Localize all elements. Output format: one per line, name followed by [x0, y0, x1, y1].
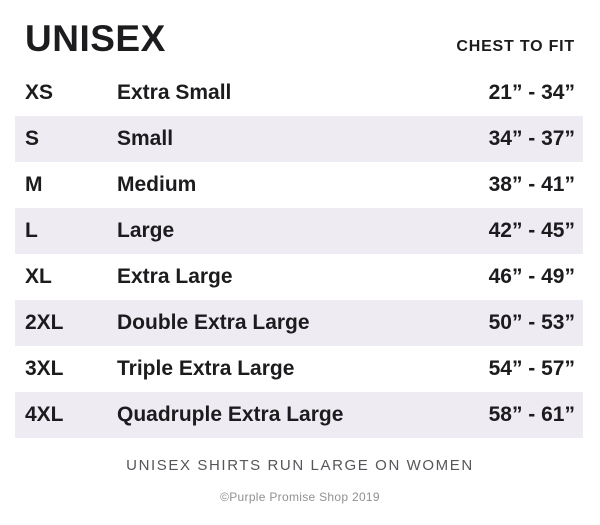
table-row: XS Extra Small 21” - 34” — [15, 70, 583, 116]
table-row: S Small 34” - 37” — [15, 116, 583, 162]
size-code: S — [25, 127, 40, 150]
copyright-text: ©Purple Promise Shop 2019 — [220, 490, 380, 504]
chest-range: 34” - 37” — [488, 127, 575, 150]
chest-range: 54” - 57” — [488, 357, 575, 380]
page-title: UNISEX — [25, 18, 166, 59]
table-row: XL Extra Large 46” - 49” — [15, 254, 583, 300]
chest-to-fit-column-header: CHEST TO FIT — [456, 38, 575, 55]
chest-range: 46” - 49” — [488, 265, 575, 288]
table-row: M Medium 38” - 41” — [15, 162, 583, 208]
chest-range: 38” - 41” — [488, 173, 575, 196]
size-name: Extra Small — [117, 81, 232, 104]
size-chart-header: UNISEX CHEST TO FIT — [0, 0, 600, 57]
size-code: L — [25, 219, 38, 242]
chest-range: 50” - 53” — [488, 311, 575, 334]
size-name: Quadruple Extra Large — [117, 403, 344, 426]
chest-range: 42” - 45” — [488, 219, 575, 242]
table-row: 2XL Double Extra Large 50” - 53” — [15, 300, 583, 346]
size-name: Double Extra Large — [117, 311, 310, 334]
size-name: Triple Extra Large — [117, 357, 295, 380]
size-name: Extra Large — [117, 265, 233, 288]
chest-range: 58” - 61” — [488, 403, 575, 426]
size-code: M — [25, 173, 43, 196]
size-code: 3XL — [25, 357, 64, 380]
size-name: Medium — [117, 173, 197, 196]
fit-note: UNISEX SHIRTS RUN LARGE ON WOMEN — [126, 457, 474, 474]
size-table: XS Extra Small 21” - 34” S Small 34” - 3… — [15, 70, 583, 438]
size-code: 4XL — [25, 403, 64, 426]
table-row: 4XL Quadruple Extra Large 58” - 61” — [15, 392, 583, 438]
size-code: XS — [25, 81, 54, 104]
size-name: Large — [117, 219, 175, 242]
chest-range: 21” - 34” — [488, 81, 575, 104]
size-code: XL — [25, 265, 52, 288]
size-name: Small — [117, 127, 174, 150]
size-code: 2XL — [25, 311, 64, 334]
table-row: L Large 42” - 45” — [15, 208, 583, 254]
table-row: 3XL Triple Extra Large 54” - 57” — [15, 346, 583, 392]
